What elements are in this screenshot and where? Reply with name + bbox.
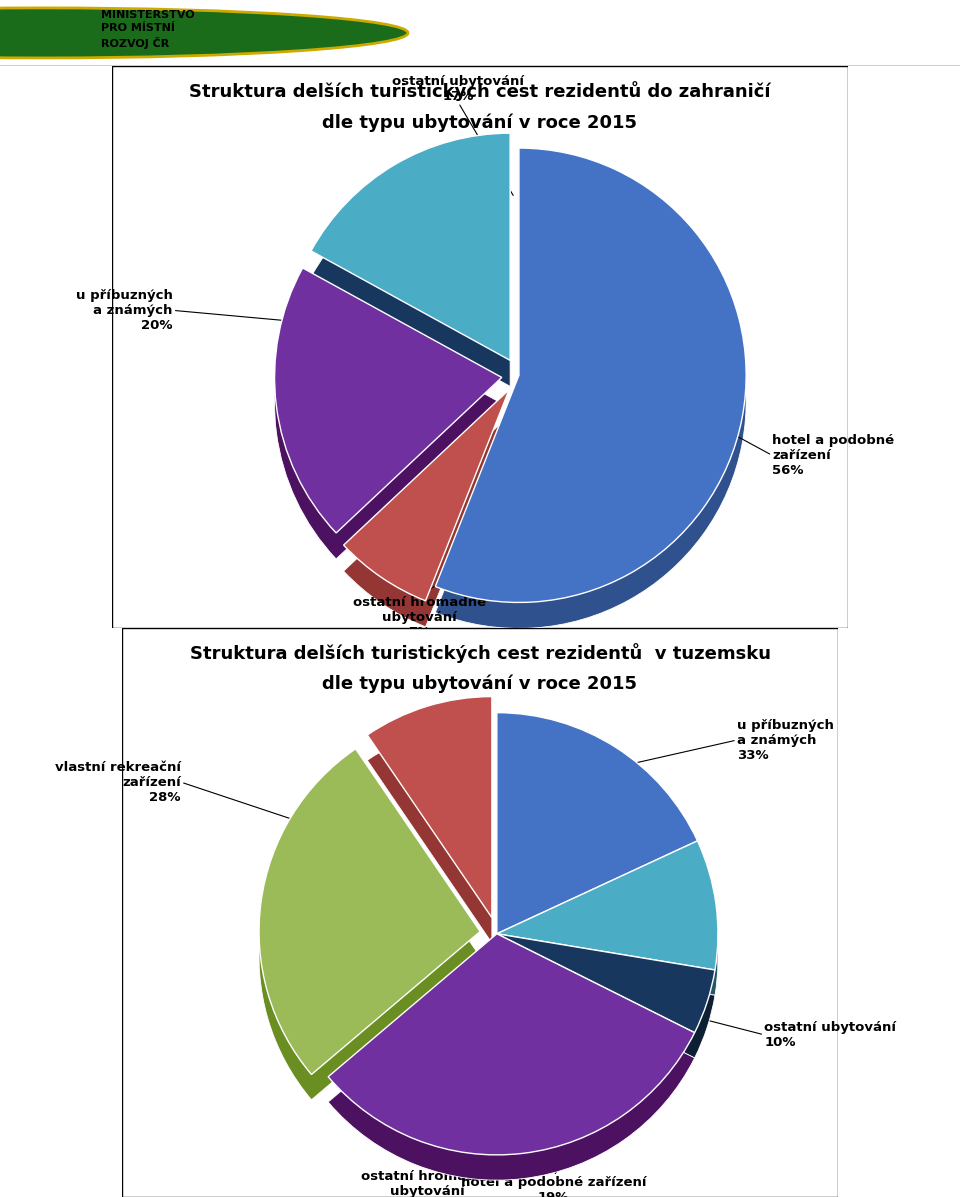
Text: dle typu ubytování v roce 2015: dle typu ubytování v roce 2015 bbox=[323, 675, 637, 693]
Text: hotel a podobné
zařízení
56%: hotel a podobné zařízení 56% bbox=[772, 433, 894, 476]
Wedge shape bbox=[259, 774, 480, 1100]
Text: ostatní hromadné
ubytování
7%: ostatní hromadné ubytování 7% bbox=[353, 596, 486, 639]
Text: ostatní ubytování
17%: ostatní ubytování 17% bbox=[393, 74, 524, 103]
Text: MINISTERSTVO
PRO MÍSTNÍ
ROZVOJ ČR: MINISTERSTVO PRO MÍSTNÍ ROZVOJ ČR bbox=[101, 10, 195, 49]
Text: ostatní hromadné
ubytování
10%: ostatní hromadné ubytování 10% bbox=[361, 1169, 493, 1197]
Wedge shape bbox=[259, 749, 480, 1075]
Wedge shape bbox=[311, 133, 510, 360]
Wedge shape bbox=[497, 959, 715, 1058]
Wedge shape bbox=[328, 959, 695, 1180]
Wedge shape bbox=[368, 697, 492, 918]
Text: u příbuzných
a známých
33%: u příbuzných a známých 33% bbox=[737, 718, 834, 761]
Wedge shape bbox=[497, 934, 715, 1033]
Wedge shape bbox=[497, 712, 698, 934]
Wedge shape bbox=[275, 268, 502, 533]
Wedge shape bbox=[368, 722, 492, 943]
Circle shape bbox=[0, 8, 408, 57]
Text: ostatní ubytování
10%: ostatní ubytování 10% bbox=[764, 1021, 897, 1049]
Wedge shape bbox=[435, 148, 746, 602]
Text: vlastní rekreační
zařízení
28%: vlastní rekreační zařízení 28% bbox=[55, 760, 181, 803]
Wedge shape bbox=[344, 415, 509, 627]
FancyBboxPatch shape bbox=[112, 66, 848, 628]
Text: u příbuzných
a známých
20%: u příbuzných a známých 20% bbox=[76, 288, 173, 332]
FancyBboxPatch shape bbox=[122, 628, 838, 1197]
Wedge shape bbox=[497, 737, 698, 959]
Wedge shape bbox=[311, 159, 510, 387]
Wedge shape bbox=[328, 934, 695, 1155]
Wedge shape bbox=[435, 174, 746, 628]
Wedge shape bbox=[497, 867, 718, 995]
Text: Struktura delších turistických cest rezidentů do zahraničí: Struktura delších turistických cest rezi… bbox=[189, 81, 771, 101]
Wedge shape bbox=[275, 294, 502, 559]
Text: dle typu ubytování v roce 2015: dle typu ubytování v roce 2015 bbox=[323, 114, 637, 132]
Text: Struktura delších turistických cest rezidentů  v tuzemsku: Struktura delších turistických cest rezi… bbox=[189, 643, 771, 663]
Text: hotel a podobné zařízení
19%: hotel a podobné zařízení 19% bbox=[461, 1175, 646, 1197]
Wedge shape bbox=[344, 389, 509, 601]
Wedge shape bbox=[497, 840, 718, 970]
